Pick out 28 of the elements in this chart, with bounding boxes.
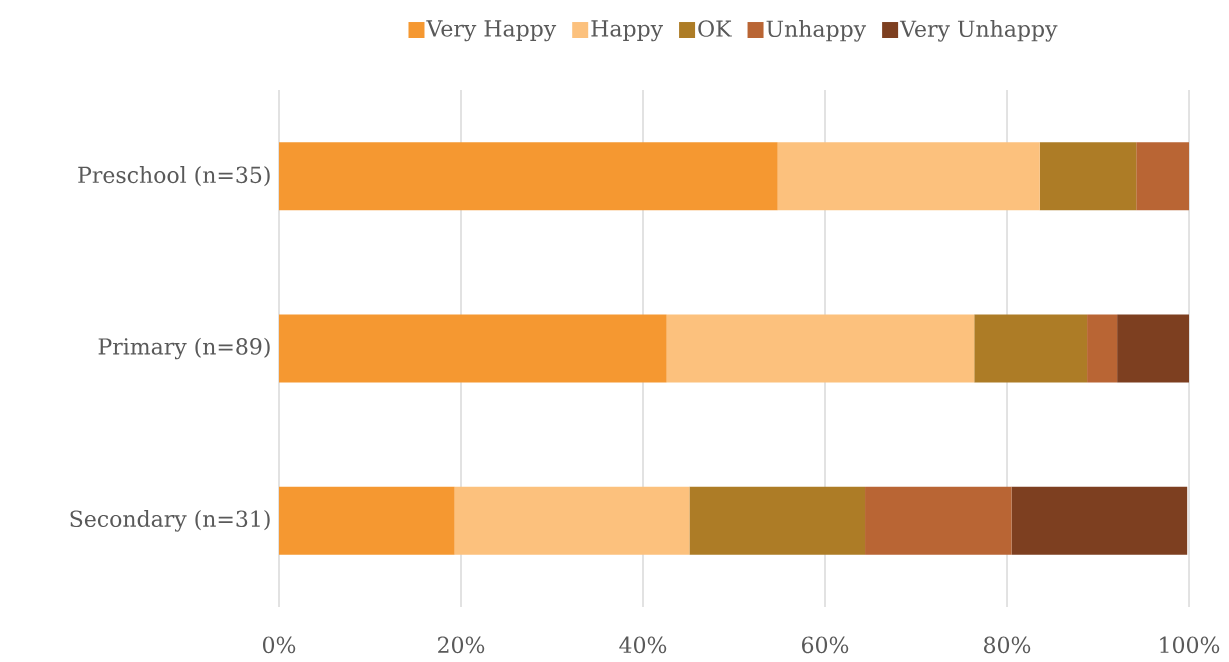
x-tick-label: 0%: [263, 636, 296, 654]
bar: [279, 142, 778, 211]
bar: [1039, 142, 1137, 211]
y-tick-label: Secondary (n=31): [70, 510, 270, 532]
bar: [279, 486, 455, 555]
bar: [1136, 142, 1190, 211]
x-tick-label: 60%: [802, 636, 849, 654]
y-tick-label: Primary (n=89): [98, 337, 270, 360]
x-tick-label: 80%: [984, 636, 1031, 654]
legend-label: Very Unhappy: [899, 20, 1058, 42]
bar: [454, 486, 690, 555]
x-tick-label: 40%: [619, 636, 667, 654]
bar: [865, 486, 1012, 555]
y-tick-label: Preschool (n=35): [78, 166, 270, 187]
x-tick-label: 100%: [1160, 636, 1220, 654]
legend-label: Unhappy: [766, 20, 867, 42]
bar: [1117, 314, 1190, 383]
bar: [1087, 314, 1118, 383]
bar: [974, 314, 1088, 383]
bar: [689, 486, 866, 555]
legend-label: OK: [698, 20, 732, 37]
bar: [666, 314, 975, 383]
bar: [1011, 486, 1188, 555]
legend-label: Happy: [591, 20, 664, 42]
bar: [279, 314, 667, 383]
bar: [777, 142, 1040, 211]
legend-label: Very Happy: [426, 20, 557, 42]
x-tick-label: 20%: [438, 636, 485, 654]
